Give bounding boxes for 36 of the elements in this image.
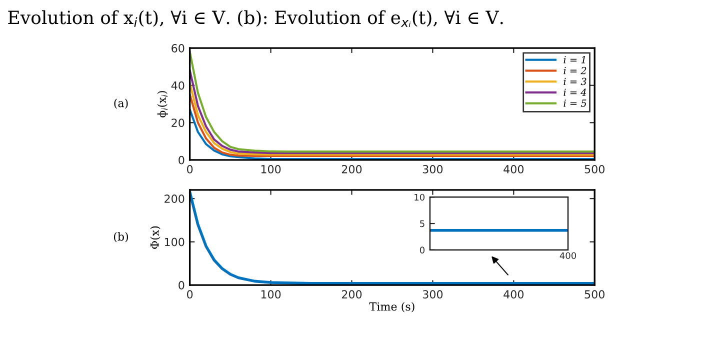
x-tick-label: 300 (422, 164, 443, 174)
x-tick-label: 0 (187, 290, 193, 299)
x-tick-label: 500 (584, 290, 604, 299)
y-axis-title: ϕ$_{i}$(x$_{i}$) (157, 91, 168, 118)
x-axis-title: Time (s) (369, 302, 414, 312)
y-tick-label: 20 (172, 118, 184, 128)
y-tick-label: 5 (420, 220, 424, 228)
y-tick-label: 0 (178, 156, 184, 164)
legend-label: i = 3 (564, 78, 586, 86)
line-series (190, 190, 595, 285)
x-tick-label: 200 (342, 290, 362, 299)
legend-label: i = 2 (564, 66, 586, 74)
text: (b) (114, 232, 128, 242)
line-series (190, 50, 595, 153)
y-tick-label: 0 (420, 246, 424, 254)
x-tick-label: 100 (261, 164, 281, 174)
y-tick-label: 200 (164, 194, 184, 203)
x-tick-label: 200 (342, 164, 362, 174)
annotation: 400 (560, 252, 576, 260)
text: (a) (114, 98, 128, 109)
y-tick-label: 10 (414, 194, 424, 201)
x-tick-label: 500 (584, 164, 604, 174)
x-tick-label: 100 (261, 290, 281, 299)
x-tick-label: 400 (504, 164, 524, 174)
chart-title: Evolution of x$_{i}$(t), ∀i ∈ V. (b): Evolution of e$_{xᵢ}$(t), ∀i ∈ V. (8, 10, 503, 27)
legend-label: i = 5 (564, 100, 586, 107)
legend-label: i = 4 (564, 88, 586, 96)
y-tick-label: 60 (172, 44, 184, 52)
x-tick-label: 300 (422, 290, 443, 299)
y-tick-label: 40 (171, 81, 184, 90)
y-axis-title: Φ(x) (150, 226, 160, 249)
y-tick-label: 100 (164, 238, 184, 246)
x-tick-label: 400 (504, 290, 524, 299)
x-tick-label: 0 (187, 164, 193, 174)
y-tick-label: 0 (178, 281, 184, 290)
legend-label: i = 1 (564, 56, 585, 64)
